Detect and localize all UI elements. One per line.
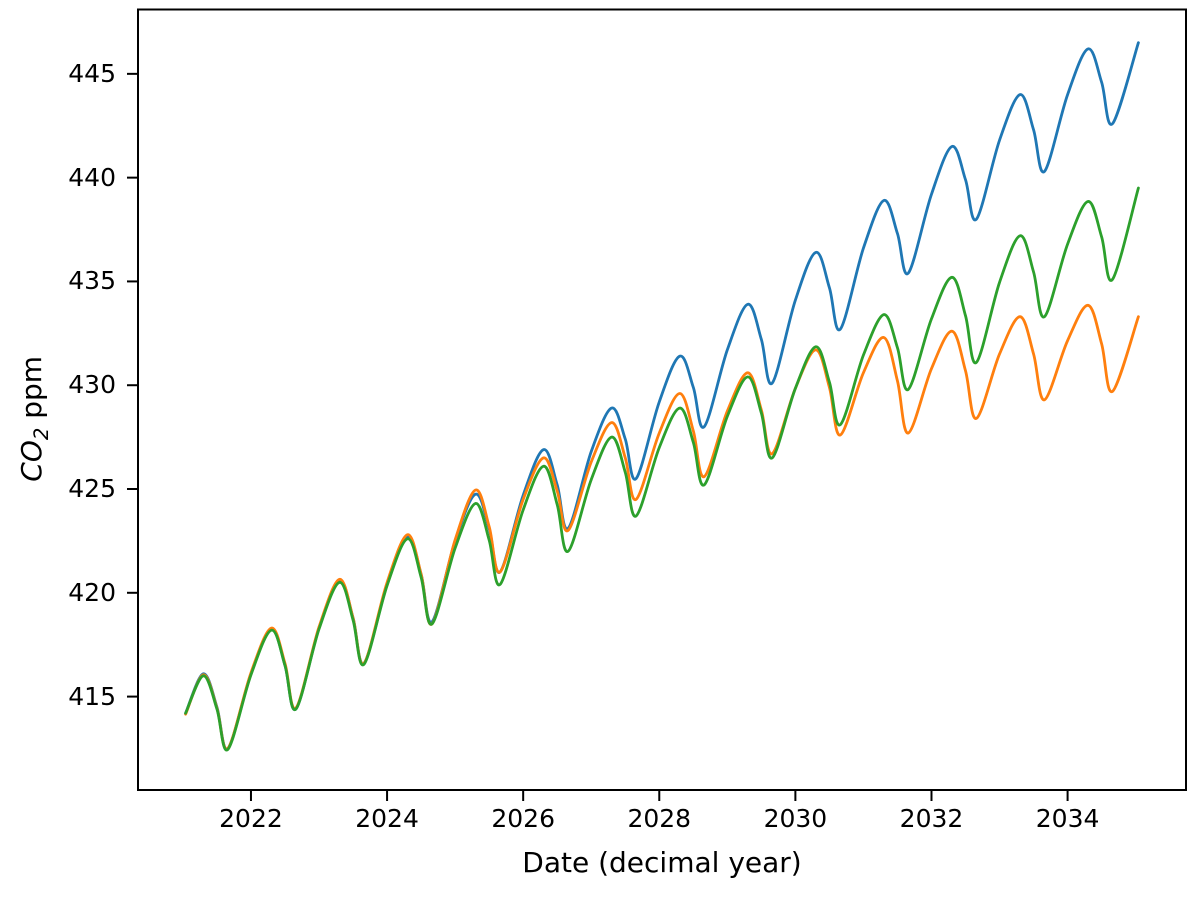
x-tick-label: 2022: [219, 804, 283, 833]
x-tick-label: 2028: [627, 804, 692, 833]
x-tick-label: 2034: [1035, 804, 1100, 833]
chart-series: [184, 41, 1140, 752]
y-tick-label: 430: [68, 370, 116, 400]
y-axis-label: CO2 ppm: [15, 339, 53, 499]
plot-border: [137, 8, 1187, 791]
x-tick-label: 2026: [491, 804, 555, 833]
axis-ticks: [127, 72, 1069, 801]
series-line-blue: [184, 41, 1140, 751]
y-tick-label: 435: [68, 266, 116, 296]
y-axis-label-unit: ppm: [15, 355, 49, 428]
y-tick-label: 415: [68, 681, 116, 711]
y-tick-label: 425: [68, 474, 116, 503]
x-axis-label: Date (decimal year): [522, 846, 802, 879]
x-tick-label: 2024: [355, 804, 419, 833]
y-tick-label: 445: [68, 58, 116, 88]
series-line-green: [184, 186, 1140, 752]
x-tick-label: 2032: [899, 804, 964, 833]
y-axis-label-subscript: 2: [29, 427, 53, 441]
y-axis-label-co: CO: [15, 440, 49, 482]
y-tick-label: 440: [68, 162, 116, 192]
x-tick-label: 2030: [763, 804, 828, 833]
y-tick-label: 420: [68, 577, 116, 607]
series-line-orange: [184, 303, 1140, 751]
